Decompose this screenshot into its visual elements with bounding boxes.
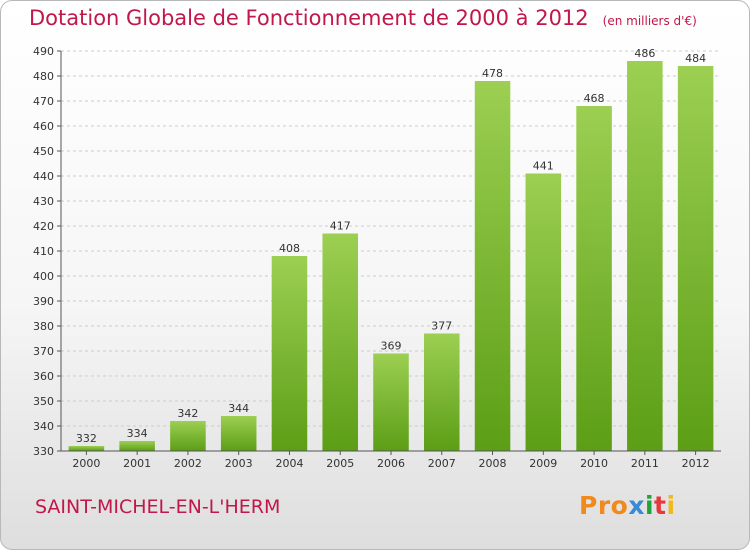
logo-part: Pro <box>579 491 629 520</box>
logo-part: t <box>654 491 667 520</box>
bar <box>119 441 155 451</box>
y-tick-label: 390 <box>33 295 54 308</box>
bar-value-label: 468 <box>584 92 605 105</box>
axes-layer: 330 340 350 360 370 380 390 400 410 420 430 440 450 4… <box>33 45 721 470</box>
x-tick-label: 2002 <box>174 457 202 470</box>
bar <box>424 333 460 451</box>
bar-value-label: 486 <box>634 47 655 60</box>
logo-part: i <box>666 491 676 520</box>
x-tick-label: 2005 <box>326 457 354 470</box>
x-tick-label: 2004 <box>275 457 303 470</box>
bar-value-label: 441 <box>533 160 554 173</box>
bar <box>68 446 105 451</box>
bar-value-label: 377 <box>431 320 452 333</box>
x-tick-label: 2010 <box>580 457 608 470</box>
y-tick-label: 450 <box>33 145 54 158</box>
y-tick-label: 440 <box>33 170 54 183</box>
y-tick-label: 410 <box>33 245 54 258</box>
x-tick-label: 2001 <box>123 457 151 470</box>
bar <box>322 233 358 451</box>
bar-value-label: 334 <box>127 427 148 440</box>
y-tick-label: 330 <box>33 445 54 458</box>
unit-label: (en milliers d'€) <box>602 14 697 28</box>
y-tick-label: 420 <box>33 220 54 233</box>
bars-layer: 332 334 342 344 408 417 369 377 478 441 468 486 484 <box>68 47 714 451</box>
bar-value-label: 369 <box>381 340 402 353</box>
y-tick-label: 460 <box>33 120 54 133</box>
bar <box>576 106 612 451</box>
x-tick-label: 2009 <box>529 457 557 470</box>
bar-value-label: 478 <box>482 67 503 80</box>
y-tick-label: 480 <box>33 70 54 83</box>
y-tick-label: 370 <box>33 345 54 358</box>
x-tick-label: 2006 <box>377 457 405 470</box>
y-tick-label: 380 <box>33 320 54 333</box>
bar-value-label: 417 <box>330 220 351 233</box>
x-tick-label: 2000 <box>72 457 100 470</box>
y-tick-label: 360 <box>33 370 54 383</box>
bar <box>627 61 663 451</box>
x-tick-label: 2007 <box>428 457 456 470</box>
x-tick-label: 2012 <box>682 457 710 470</box>
y-tick-label: 340 <box>33 420 54 433</box>
logo-part: x <box>628 491 645 520</box>
y-tick-label: 490 <box>33 45 54 58</box>
bar-value-label: 332 <box>76 432 97 445</box>
bar <box>170 421 206 451</box>
logo-part: i <box>644 491 655 520</box>
bar-value-label: 484 <box>685 52 706 65</box>
y-tick-label: 350 <box>33 395 54 408</box>
x-tick-label: 2003 <box>225 457 253 470</box>
commune-name: SAINT-MICHEL-EN-L'HERM <box>35 496 281 518</box>
proxiti-logo: Proxiti <box>579 491 676 520</box>
x-tick-label: 2008 <box>479 457 507 470</box>
bar-value-label: 408 <box>279 242 300 255</box>
x-tick-label: 2011 <box>631 457 659 470</box>
y-tick-label: 430 <box>33 195 54 208</box>
chart-title-text: Dotation Globale de Fonctionnement de 20… <box>29 6 589 30</box>
bar-value-label: 342 <box>177 407 198 420</box>
bar <box>474 81 511 451</box>
bar <box>525 173 562 451</box>
bar <box>271 256 308 451</box>
bar <box>677 66 714 451</box>
bar <box>373 353 409 451</box>
y-tick-label: 400 <box>33 270 54 283</box>
chart-title: Dotation Globale de Fonctionnement de 20… <box>29 6 697 30</box>
bar-value-label: 344 <box>228 402 249 415</box>
bar <box>220 416 257 451</box>
y-tick-label: 470 <box>33 95 54 108</box>
